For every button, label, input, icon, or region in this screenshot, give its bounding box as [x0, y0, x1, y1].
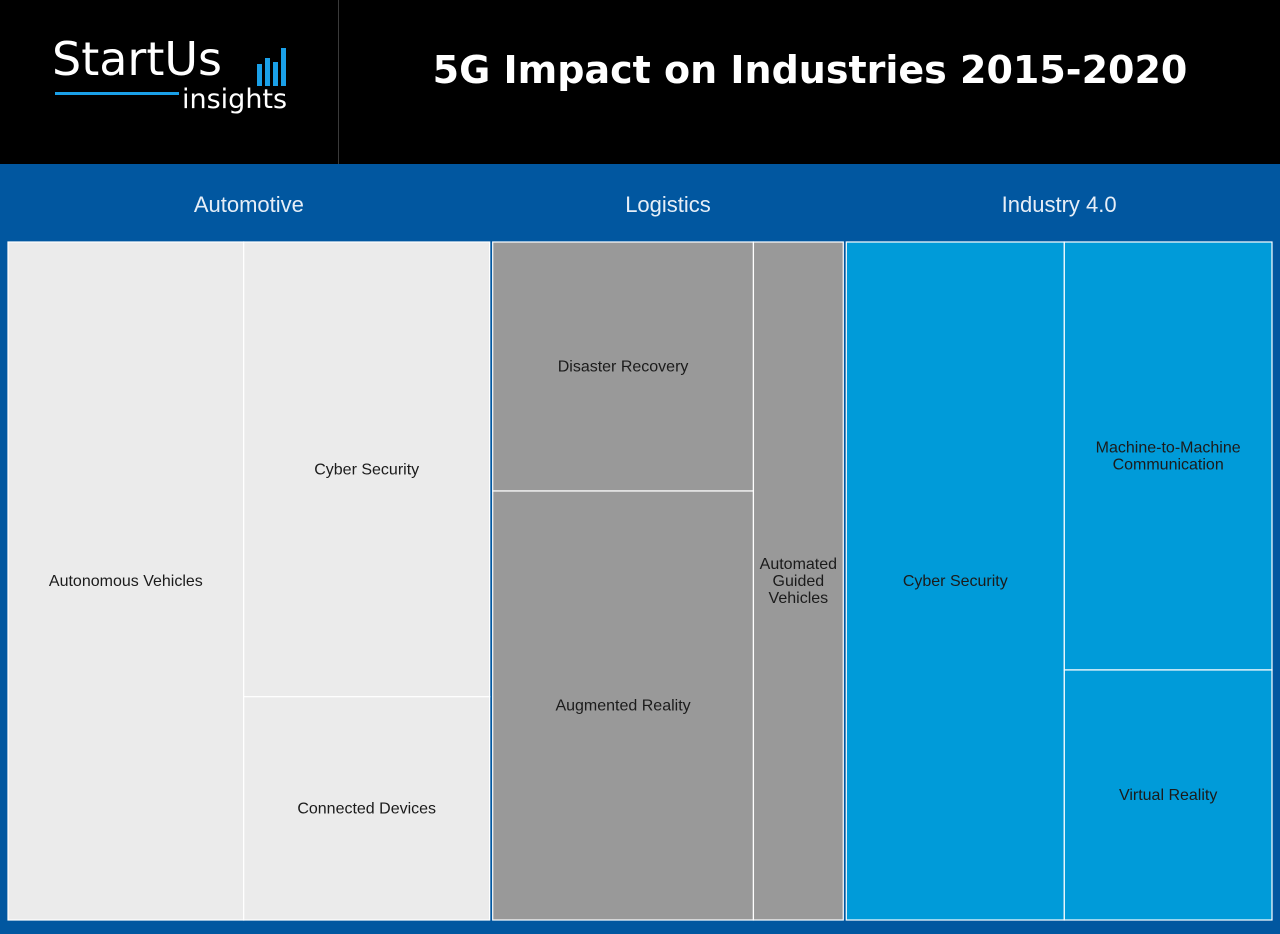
- treemap-cell-label: Cyber Security: [903, 573, 1008, 590]
- treemap-cell-label: Connected Devices: [297, 800, 436, 817]
- logo: StartUs insights: [0, 0, 339, 164]
- treemap-cell-machine-to-machine-communication: [1063, 241, 1273, 671]
- treemap-cell-cyber-security: [243, 241, 491, 698]
- header: StartUs insights 5G Impact on Industries…: [0, 0, 1280, 164]
- group-label-industry-4-0: Industry 4.0: [1002, 192, 1117, 217]
- treemap-chart: Automotive Autonomous Vehicles Cyber Secur…: [0, 164, 1280, 934]
- treemap-cell-label: Augmented Reality: [555, 697, 690, 714]
- group-label-logistics: Logistics: [625, 192, 711, 217]
- treemap-cell-virtual-reality: [1063, 669, 1273, 921]
- treemap-cell-label: Disaster Recovery: [558, 358, 689, 375]
- logo-underline: [55, 92, 179, 95]
- treemap-cell-label: Cyber Security: [314, 461, 419, 478]
- treemap-cell-connected-devices: [243, 696, 491, 921]
- logo-bars-icon: [257, 48, 286, 86]
- logo-wordmark: StartUs: [52, 32, 223, 86]
- logo-subtitle: insights: [182, 84, 288, 115]
- treemap-cell-label: Autonomous Vehicles: [49, 573, 203, 590]
- treemap-cell-label: Machine-to-Machine Communication: [1096, 439, 1241, 473]
- treemap-cell-label: Virtual Reality: [1119, 787, 1217, 804]
- treemap-svg: Automotive Autonomous Vehicles Cyber Secur…: [7, 192, 1273, 921]
- chart-title: 5G Impact on Industries 2015-2020: [432, 48, 1188, 92]
- treemap-cell-label: Automated Guided Vehicles: [760, 556, 837, 607]
- treemap-cell-disaster-recovery: [492, 241, 755, 492]
- treemap-cell-autonomous-vehicles: [7, 241, 245, 921]
- treemap-cell-cyber-security: [845, 241, 1065, 921]
- treemap-cell-automated-guided-vehicles: [752, 241, 844, 921]
- treemap-cell-augmented-reality: [492, 490, 755, 921]
- group-label-automotive: Automotive: [194, 192, 304, 217]
